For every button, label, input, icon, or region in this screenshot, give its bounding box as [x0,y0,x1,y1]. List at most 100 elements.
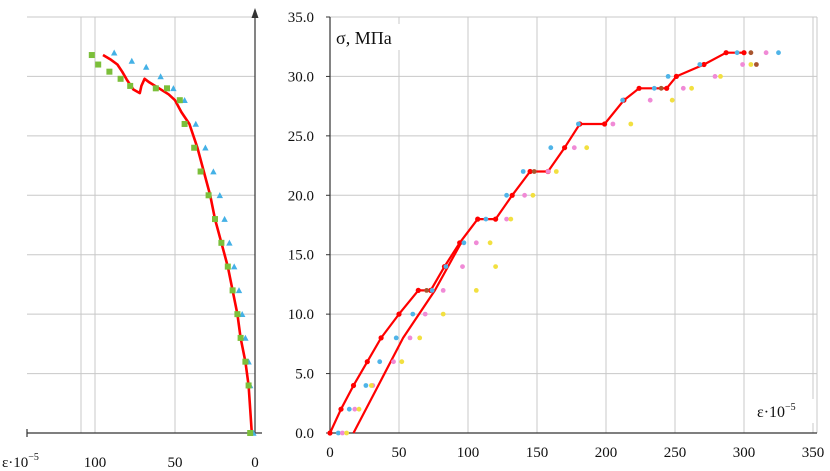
right-y-tick-label: 35.0 [288,10,314,26]
right-data-point [473,288,479,293]
left-point-square [197,168,204,175]
right-data-point [346,406,352,412]
lateral-strain-panel: 100 50 0 ε·10−5 [2,8,262,471]
right-data-point [344,430,349,436]
right-data-point [697,62,703,67]
right-x-tick-label: 300 [733,445,756,461]
right-data-point [422,311,428,317]
right-data-point [483,216,489,222]
right-data-point [658,85,664,91]
right-x-tick-label: 0 [326,445,334,461]
right-data-point [531,169,537,174]
left-point-square [176,97,183,104]
right-data-point [393,335,399,341]
right-data-point [669,97,675,103]
right-data-point [443,264,449,269]
right-data-point [461,240,467,246]
right-data-point [417,335,423,341]
right-data-point [509,192,515,198]
right-data-point [776,50,781,56]
left-point-triangle [231,263,238,270]
right-data-point [665,74,671,79]
right-x-tick-label: 150 [526,445,549,461]
left-point-triangle [235,287,243,294]
right-y-tick-label: 30.0 [288,69,314,85]
left-point-square [224,263,231,270]
right-data-point [689,85,694,91]
right-data-point [712,74,718,79]
right-data-point [522,192,527,198]
left-y-axis-arrow [251,8,259,18]
right-y-tick-label: 20.0 [288,188,314,204]
right-data-point [399,359,405,365]
right-data-point [723,50,729,56]
right-data-point [562,145,568,151]
right-data-point [651,85,657,91]
right-data-point [457,240,463,246]
right-data-point [748,62,754,67]
left-point-square [234,311,241,318]
right-series-line [352,242,463,434]
right-data-marks [327,50,781,436]
right-data-point [527,168,533,175]
right-data-point [363,383,369,388]
right-data-point [407,335,413,341]
left-x-tick-label: 0 [251,455,259,471]
right-data-point [718,74,723,79]
left-axes [26,8,262,437]
left-gridlines [27,16,256,434]
right-y-tick-label: 5.0 [295,367,314,383]
right-data-point [473,240,479,246]
right-data-point [741,50,747,56]
right-data-point [410,311,416,317]
right-data-point [545,169,551,174]
right-data-point [763,50,769,56]
right-data-point [487,240,493,246]
right-data-point [571,145,577,151]
left-point-triangle [170,85,177,92]
right-data-point [460,264,465,269]
left-point-square [164,85,170,92]
right-x-tick-label: 200 [595,445,618,461]
left-point-square [237,334,244,341]
right-data-point [628,121,634,127]
left-data-marks [88,49,257,436]
right-y-tick-label: 25.0 [288,129,314,145]
right-data-point [415,287,421,293]
y-axis-label-background [332,24,420,50]
right-y-tick-label: 10.0 [288,307,314,323]
left-point-square [247,430,254,436]
right-data-point [429,288,435,293]
right-data-point [378,335,384,341]
left-point-square [205,192,212,199]
right-data-point [508,216,514,222]
right-data-point [493,216,499,222]
right-data-point [364,359,370,365]
left-point-square [95,61,102,68]
right-data-point [548,145,554,151]
left-point-square [242,358,249,365]
right-data-point [440,311,446,317]
right-data-point [754,62,759,67]
right-data-point [338,406,344,412]
left-point-triangle [216,192,223,199]
right-data-point [701,61,707,68]
right-y-tick-label: 15.0 [288,248,314,264]
right-axes [326,16,817,434]
right-data-point [620,97,625,103]
right-data-point [530,192,536,198]
x-axis-label-background [752,399,816,423]
right-data-point [553,169,559,174]
right-data-point [602,121,608,127]
left-point-square [106,68,113,75]
y-axis-label: σ, МПа [336,28,392,48]
left-tick-labels: 100 50 0 [84,455,259,471]
right-data-point [440,288,446,293]
right-x-tick-label: 100 [457,445,480,461]
right-data-point [352,406,358,412]
left-x-tick-label: 50 [168,455,183,471]
right-data-point [369,383,374,388]
left-point-square [117,75,124,82]
left-point-triangle [221,215,228,222]
